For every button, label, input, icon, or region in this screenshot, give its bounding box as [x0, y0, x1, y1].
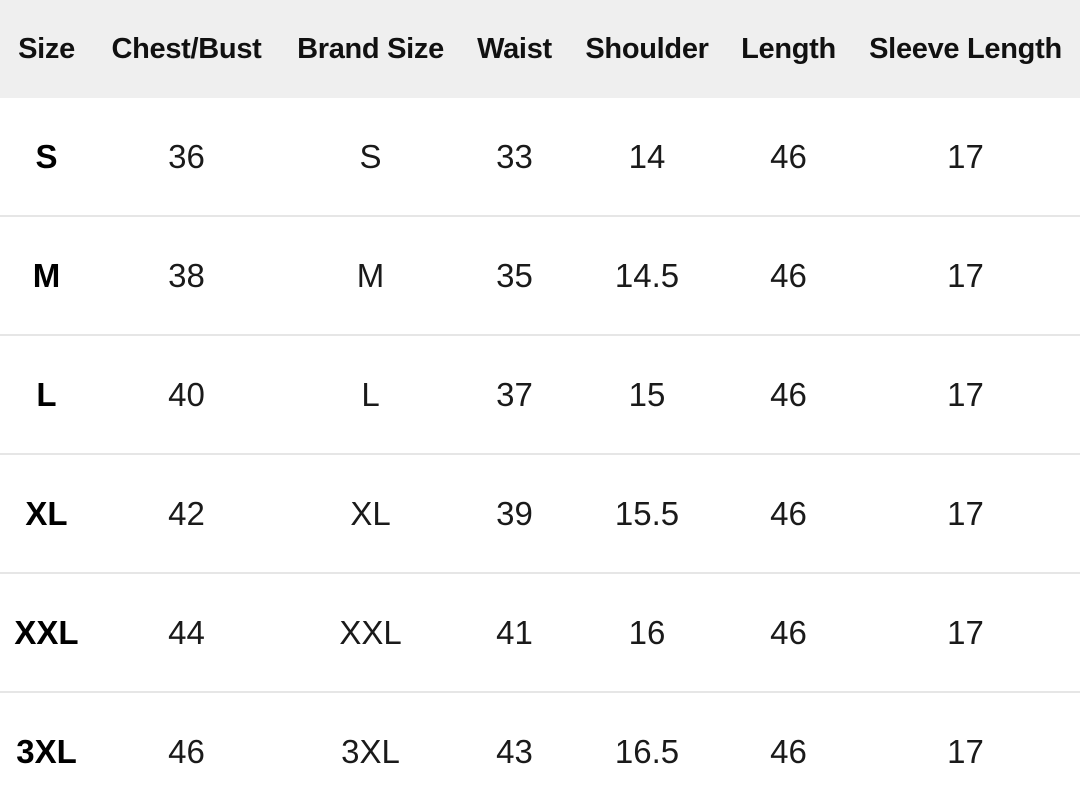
length-cell: 46: [726, 572, 851, 692]
length-cell: 46: [726, 215, 851, 335]
column-header-length: Length: [726, 0, 851, 98]
sleeve-length-cell: 17: [947, 137, 984, 175]
chest-bust-cell: 46: [93, 691, 280, 800]
brand-size-cell: XL: [280, 453, 461, 573]
table-row: 3XL 46 3XL 43 16.5 46 17: [0, 691, 1080, 800]
waist-cell: 33: [496, 137, 533, 175]
table-row: XXL 44 XXL 41 16 46 17: [0, 572, 1080, 692]
column-header-size: Size: [0, 0, 93, 98]
column-header-chest-bust: Chest/Bust: [93, 0, 280, 98]
waist-cell: 41: [461, 572, 568, 692]
waist-cell: 35: [461, 215, 568, 335]
length-cell: 46: [770, 137, 807, 175]
table-row: L 40 L 37 15 46 17: [0, 334, 1080, 454]
size-cell: XXL: [0, 572, 93, 692]
column-header-waist: Waist: [461, 0, 568, 98]
table-row: S 36 S 33 14 46 17: [0, 98, 1080, 216]
shoulder-cell: 16: [568, 572, 726, 692]
table-row: M 38 M 35 14.5 46 17: [0, 215, 1080, 335]
length-cell: 46: [726, 453, 851, 573]
length-cell: 46: [726, 334, 851, 454]
length-cell: 46: [726, 691, 851, 800]
sleeve-length-cell: 17: [851, 215, 1080, 335]
sleeve-length-cell: 17: [851, 334, 1080, 454]
header-row: Size Chest/Bust Brand Size Waist Shoulde…: [0, 0, 1080, 98]
brand-size-cell: L: [280, 334, 461, 454]
size-cell: L: [0, 334, 93, 454]
size-cell: 3XL: [0, 691, 93, 800]
chest-bust-cell: 42: [93, 453, 280, 573]
size-cell: M: [0, 215, 93, 335]
shoulder-cell: 16.5: [568, 691, 726, 800]
shoulder-cell: 14: [628, 137, 666, 175]
waist-cell: 39: [461, 453, 568, 573]
column-header-shoulder: Shoulder: [568, 0, 726, 98]
chest-bust-cell: 36: [168, 137, 205, 175]
shoulder-cell: 14.5: [568, 215, 726, 335]
shoulder-cell: 15: [568, 334, 726, 454]
chest-bust-cell: 38: [93, 215, 280, 335]
waist-cell: 43: [461, 691, 568, 800]
size-cell: XL: [0, 453, 93, 573]
waist-cell: 37: [461, 334, 568, 454]
column-header-sleeve-length: Sleeve Length: [851, 0, 1080, 98]
sleeve-length-cell: 17: [851, 572, 1080, 692]
brand-size-cell: M: [280, 215, 461, 335]
sleeve-length-cell: 17: [851, 691, 1080, 800]
brand-size-cell: 3XL: [280, 691, 461, 800]
brand-size-cell: XXL: [280, 572, 461, 692]
chest-bust-cell: 44: [93, 572, 280, 692]
chest-bust-cell: 40: [93, 334, 280, 454]
column-header-brand-size: Brand Size: [280, 0, 461, 98]
size-cell: S: [35, 137, 58, 175]
sleeve-length-cell: 17: [851, 453, 1080, 573]
table-row: XL 42 XL 39 15.5 46 17: [0, 453, 1080, 573]
brand-size-cell: S: [359, 137, 382, 175]
shoulder-cell: 15.5: [568, 453, 726, 573]
